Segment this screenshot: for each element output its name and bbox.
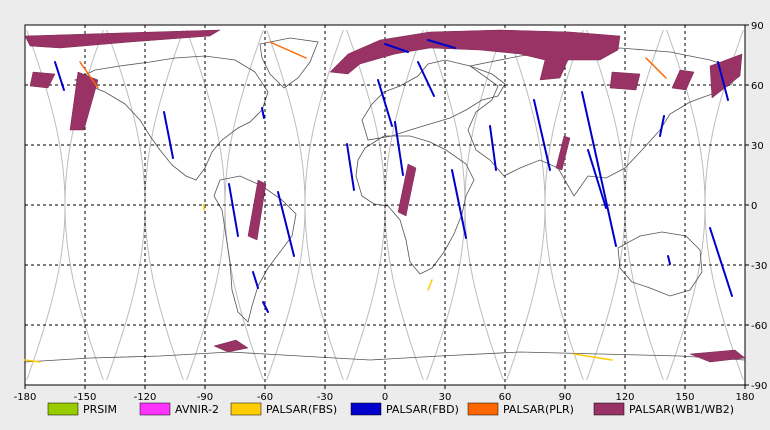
swath-palsar-fbd (54, 39, 733, 313)
x-tick-label: 120 (615, 392, 634, 403)
coastline-north-america (74, 55, 269, 181)
y-axis-ticks: 90 60 30 0 -30 -60 -90 (745, 21, 767, 392)
wb-swath-antarctic-peninsula (213, 339, 249, 353)
orbit-track (544, 29, 584, 381)
coastline-europe (361, 59, 506, 141)
fbs-track-antarctic (573, 353, 613, 361)
orbit-track (304, 29, 344, 381)
x-tick-label: -180 (14, 392, 37, 403)
x-tick-label: -120 (134, 392, 157, 403)
fbd-track-tierra-del-fuego (262, 301, 269, 313)
fbd-track-south-america-1 (228, 183, 239, 237)
legend-label: PALSAR(FBD) (386, 403, 459, 416)
fbd-track-south-asia (587, 149, 607, 209)
wb-swath-ross-sea (689, 349, 746, 363)
x-tick-label: 180 (735, 392, 754, 403)
swath-palsar-wb (24, 29, 746, 363)
legend-label: PALSAR(FBS) (266, 403, 337, 416)
graticule (25, 25, 745, 385)
fbd-track-bc (261, 107, 265, 119)
fbd-track-africa-1 (394, 121, 404, 176)
legend-swatch (467, 402, 499, 416)
x-tick-label: 30 (439, 392, 452, 403)
x-tick-label: 60 (499, 392, 512, 403)
legend-swatch (47, 402, 79, 416)
fbd-track-alaska (54, 61, 65, 91)
fbd-track-europe-1 (377, 79, 393, 127)
legend-item: AVNIR-2 (139, 402, 219, 416)
fbs-track-west-antarctic (24, 359, 41, 363)
legend-item: PALSAR(WB1/WB2) (593, 402, 734, 416)
fbd-track-pacific (709, 227, 733, 297)
legend-item: PRSIM (47, 402, 117, 416)
fbd-track-patagonia (252, 271, 259, 289)
fbs-track-south-atlantic (427, 279, 433, 291)
legend-item: PALSAR(FBS) (230, 402, 337, 416)
swath-palsar-plr (79, 41, 667, 89)
legend-label: AVNIR-2 (175, 403, 219, 416)
wb-swath-north-atlantic (329, 29, 621, 81)
legend: PRSIM AVNIR-2 PALSAR(FBS) PALSAR(FBD) PALSAR… (47, 402, 734, 416)
x-tick-label: 90 (559, 392, 572, 403)
legend-label: PALSAR(PLR) (503, 403, 574, 416)
plr-track-alaska (79, 61, 99, 89)
legend-swatch (230, 402, 262, 416)
plr-track-siberia (645, 57, 667, 79)
y-tick-label: -30 (751, 261, 767, 272)
x-tick-label: 150 (675, 392, 694, 403)
fbd-track-greenland (384, 43, 409, 53)
y-tick-label: 90 (751, 21, 764, 32)
x-tick-label: -30 (317, 392, 333, 403)
coastline-australia (617, 231, 703, 297)
fbd-track-africa-west (346, 143, 355, 191)
coastline-africa (355, 135, 475, 275)
fbd-track-japan (659, 115, 665, 137)
wb-swath-india (555, 135, 571, 171)
legend-swatch (593, 402, 625, 416)
y-tick-label: -90 (751, 381, 767, 392)
fbd-track-africa-2 (451, 169, 467, 239)
coastline-asia (467, 47, 736, 197)
fbd-track-scandinavia (427, 39, 456, 49)
y-tick-label: -60 (751, 321, 767, 332)
y-tick-label: 60 (751, 81, 764, 92)
coastline-antarctica (24, 351, 746, 363)
x-tick-label: 0 (382, 392, 388, 403)
legend-swatch (139, 402, 171, 416)
wb-swath-africa (397, 163, 417, 217)
wb-swath-siberia-2 (671, 69, 695, 91)
fbd-track-north-america (163, 111, 174, 159)
y-tick-label: 30 (751, 141, 764, 152)
x-tick-label: -60 (257, 392, 273, 403)
legend-label: PALSAR(WB1/WB2) (629, 403, 734, 416)
wb-swath-andes (247, 179, 267, 241)
legend-label: PRSIM (83, 403, 117, 416)
x-axis-ticks: -180 -150 -120 -90 -60 -30 0 30 60 90 120 150 180 (14, 385, 755, 403)
plr-track-greenland (269, 41, 307, 59)
legend-item: PALSAR(FBD) (350, 402, 459, 416)
fbd-track-kamchatka (717, 61, 729, 101)
fbd-track-south-america-2 (277, 191, 295, 257)
x-tick-label: -150 (74, 392, 97, 403)
legend-item: PALSAR(PLR) (467, 402, 574, 416)
fbd-track-arabia (489, 125, 497, 171)
fbd-track-siberia (581, 91, 617, 247)
swath-palsar-fbs (24, 203, 613, 363)
fbd-track-nz (667, 255, 671, 265)
x-tick-label: -90 (197, 392, 213, 403)
y-tick-label: 0 (751, 201, 757, 212)
fbd-track-europe-2 (417, 61, 435, 97)
fbd-track-central-asia (533, 99, 551, 171)
wb-swath-alaska-west (29, 71, 56, 89)
wb-swath-north-pacific (24, 29, 221, 49)
wb-swath-siberia-1 (609, 71, 641, 91)
legend-swatch (350, 402, 382, 416)
